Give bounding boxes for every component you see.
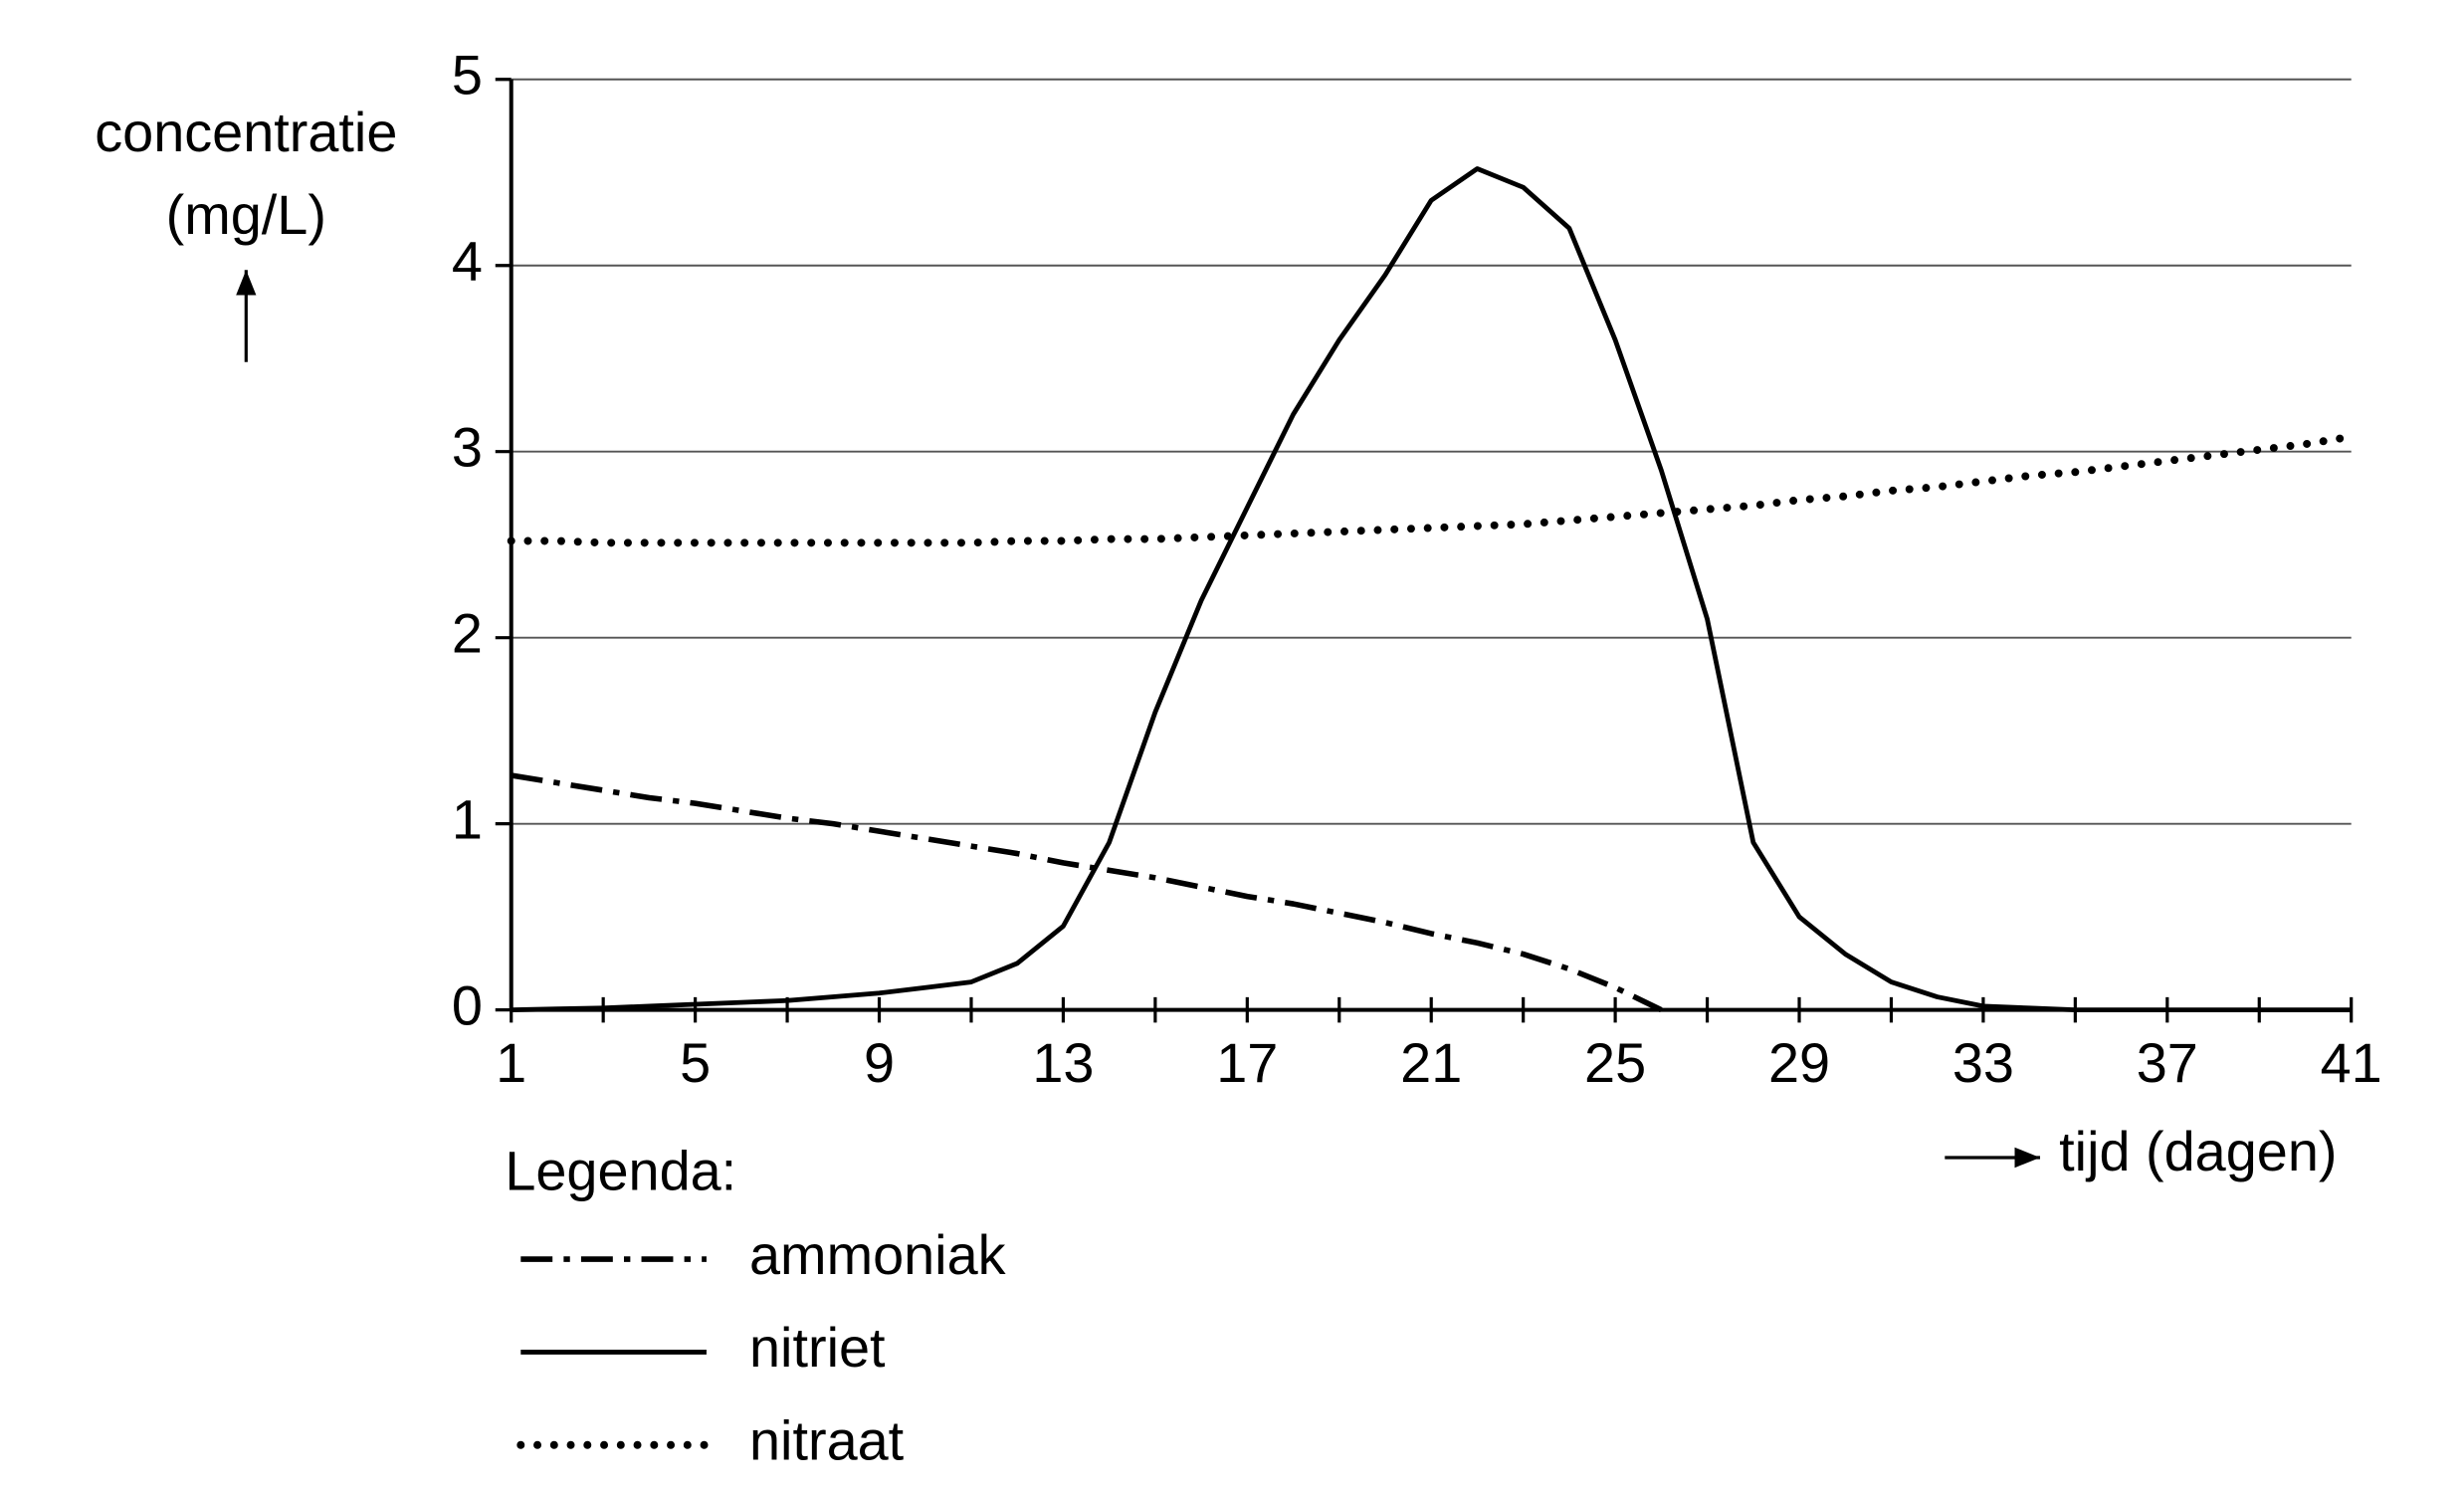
x-tick-label: 13 [1032,1031,1094,1094]
x-tick-label: 17 [1216,1031,1278,1094]
y-axis-label: concentratie [95,101,397,163]
series-line [511,772,1663,1013]
legend-title: Legenda: [505,1139,736,1201]
y-tick-label: 4 [452,229,483,292]
x-axis-label: tijd (dagen) [2059,1120,2337,1182]
x-tick-label: 29 [1768,1031,1830,1094]
y-tick-label: 5 [452,44,483,107]
y-tick-label: 2 [452,601,483,664]
legend-label: ammoniak [749,1223,1006,1286]
x-tick-label: 5 [680,1031,711,1094]
x-tick-label: 37 [2137,1031,2198,1094]
x-tick-label: 9 [864,1031,895,1094]
x-tick-label: 21 [1400,1031,1462,1094]
x-tick-label: 1 [496,1031,526,1094]
legend-label: nitraat [749,1408,905,1471]
series-line [511,166,2352,1013]
legend-label: nitriet [749,1316,886,1379]
x-tick-label: 33 [1952,1031,2014,1094]
x-tick-label: 41 [2321,1031,2382,1094]
y-tick-label: 0 [452,973,483,1036]
y-tick-label: 1 [452,787,483,850]
x-tick-label: 25 [1584,1031,1646,1094]
y-axis-label: (mg/L) [166,183,326,246]
series-line [507,432,2356,547]
y-tick-label: 3 [452,415,483,478]
